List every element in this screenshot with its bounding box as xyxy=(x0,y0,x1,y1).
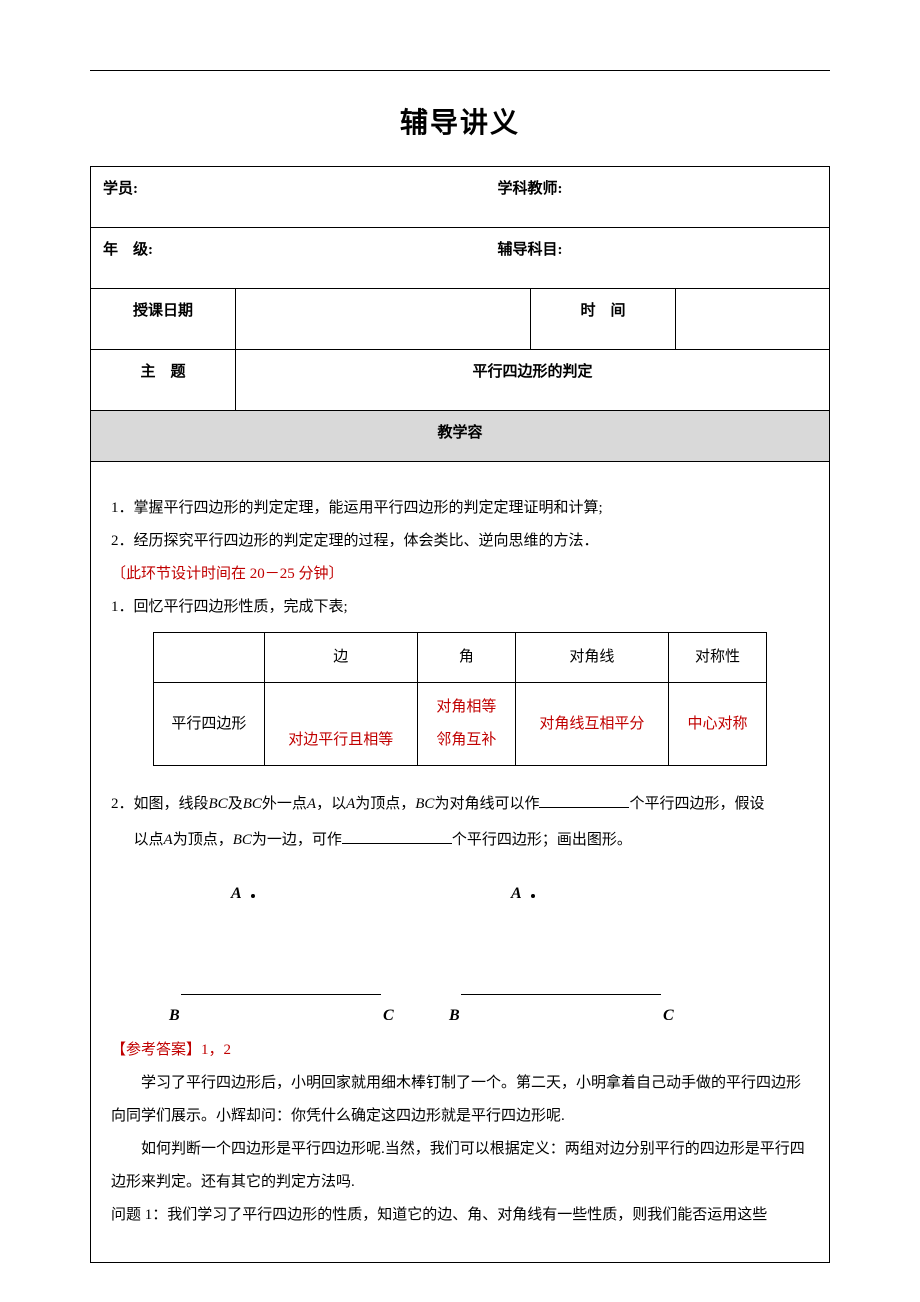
fig2-segment-BC xyxy=(461,994,661,995)
q2-t11: 个平行四边形；画出图形。 xyxy=(452,832,632,848)
prop-h-sym: 对称性 xyxy=(668,633,766,683)
q2-a2: A xyxy=(346,796,355,812)
date-value xyxy=(236,289,531,350)
prop-angle-1: 对角相等 xyxy=(428,691,505,724)
row-student-teacher: 学员: 学科教师: xyxy=(91,167,830,228)
paragraph-3: 问题 1：我们学习了平行四边形的性质，知道它的边、角、对角线有一些性质，则我们能… xyxy=(111,1199,809,1232)
prop-angle: 对角相等 邻角互补 xyxy=(417,683,515,766)
topic-label: 主 题 xyxy=(91,350,236,411)
q2-t1: 2．如图，线段 xyxy=(111,796,209,812)
figure-2: A B C xyxy=(431,876,681,1016)
q2-t9: 为顶点， xyxy=(173,832,233,848)
page: 辅导讲义 学员: 学科教师: 年 级: 辅导科目: xyxy=(0,0,920,1302)
q2-t8: 以点 xyxy=(111,832,164,848)
subject-label: 辅导科目: xyxy=(243,238,817,259)
fig1-label-C: C xyxy=(383,998,394,1033)
doc-title: 辅导讲义 xyxy=(90,101,830,141)
blank-2 xyxy=(342,828,452,844)
q2-t6: 为对角线可以作 xyxy=(434,796,539,812)
q2-t2: 及 xyxy=(228,796,243,812)
q2-t10: 为一边，可作 xyxy=(252,832,342,848)
q2-a1: A xyxy=(307,796,316,812)
q2-t5: 为顶点， xyxy=(355,796,415,812)
prop-row-label: 平行四边形 xyxy=(153,683,264,766)
fig1-segment-BC xyxy=(181,994,381,995)
row-content-header: 教学容 xyxy=(91,411,830,462)
fig1-point-A xyxy=(251,894,255,898)
row-date-time: 授课日期 时 间 xyxy=(91,289,830,350)
answer-value: 1，2 xyxy=(201,1042,231,1058)
fig2-label-A: A xyxy=(511,876,522,911)
q2-bc3: BC xyxy=(415,796,434,812)
question-2: 2．如图，线段BC及BC外一点A，以A为顶点，BC为对角线可以作个平行四边形，假… xyxy=(111,786,809,858)
q2-bc2: BC xyxy=(243,796,262,812)
teacher-label: 学科教师: xyxy=(243,177,817,198)
time-label: 时 间 xyxy=(531,289,676,350)
q2-bc4: BC xyxy=(233,832,252,848)
blank-1 xyxy=(539,792,629,808)
q2-t4: ，以 xyxy=(316,796,346,812)
topic-value: 平行四边形的判定 xyxy=(236,350,830,411)
prop-sym: 中心对称 xyxy=(668,683,766,766)
paragraph-2: 如何判断一个四边形是平行四边形呢.当然，我们可以根据定义：两组对边分别平行的四边… xyxy=(111,1133,809,1199)
prop-h-angle: 角 xyxy=(417,633,515,683)
fig1-label-B: B xyxy=(169,998,180,1033)
answer-label: 【参考答案】 xyxy=(111,1042,201,1058)
prop-side: 对边平行且相等 xyxy=(264,683,417,766)
row-content: 1．掌握平行四边形的判定定理，能运用平行四边形的判定定理证明和计算; 2．经历探… xyxy=(91,462,830,1263)
properties-table: 边 角 对角线 对称性 平行四边形 对边平行且相等 对角相等 邻角互补 xyxy=(153,632,767,766)
prop-h-side: 边 xyxy=(264,633,417,683)
prop-data-row: 平行四边形 对边平行且相等 对角相等 邻角互补 对角线互相平分 中心对称 xyxy=(153,683,766,766)
figure-1: A B C xyxy=(151,876,401,1016)
prop-header-row: 边 角 对角线 对称性 xyxy=(153,633,766,683)
answer-line: 【参考答案】1，2 xyxy=(111,1034,809,1067)
fig1-label-A: A xyxy=(231,876,242,911)
recall-heading: 1．回忆平行四边形性质，完成下表; xyxy=(111,591,809,624)
q2-a3: A xyxy=(164,832,173,848)
figure-row: A B C A B C xyxy=(151,876,809,1016)
date-label: 授课日期 xyxy=(91,289,236,350)
content-header: 教学容 xyxy=(91,411,830,462)
objective-2: 2．经历探究平行四边形的判定定理的过程，体会类比、逆向思维的方法． xyxy=(111,525,809,558)
objective-1: 1．掌握平行四边形的判定定理，能运用平行四边形的判定定理证明和计算; xyxy=(111,492,809,525)
fig2-label-C: C xyxy=(663,998,674,1033)
time-value xyxy=(676,289,830,350)
row-topic: 主 题 平行四边形的判定 xyxy=(91,350,830,411)
prop-diag: 对角线互相平分 xyxy=(515,683,668,766)
row-grade-subject: 年 级: 辅导科目: xyxy=(91,228,830,289)
q2-bc1: BC xyxy=(209,796,228,812)
fig2-point-A xyxy=(531,894,535,898)
q2-t7: 个平行四边形，假设 xyxy=(629,796,764,812)
fig2-label-B: B xyxy=(449,998,460,1033)
student-label: 学员: xyxy=(103,177,243,198)
top-rule xyxy=(90,70,830,71)
q2-t3: 外一点 xyxy=(262,796,307,812)
main-table: 学员: 学科教师: 年 级: 辅导科目: 授课日期 时 间 xyxy=(90,166,830,1263)
prop-angle-2: 邻角互补 xyxy=(428,724,505,757)
design-note: 〔此环节设计时间在 20－25 分钟〕 xyxy=(111,558,809,591)
prop-h-empty xyxy=(153,633,264,683)
paragraph-1: 学习了平行四边形后，小明回家就用细木棒钉制了一个。第二天，小明拿着自己动手做的平… xyxy=(111,1067,809,1133)
content-body: 1．掌握平行四边形的判定定理，能运用平行四边形的判定定理证明和计算; 2．经历探… xyxy=(91,462,830,1263)
grade-label: 年 级: xyxy=(103,238,243,259)
prop-h-diag: 对角线 xyxy=(515,633,668,683)
